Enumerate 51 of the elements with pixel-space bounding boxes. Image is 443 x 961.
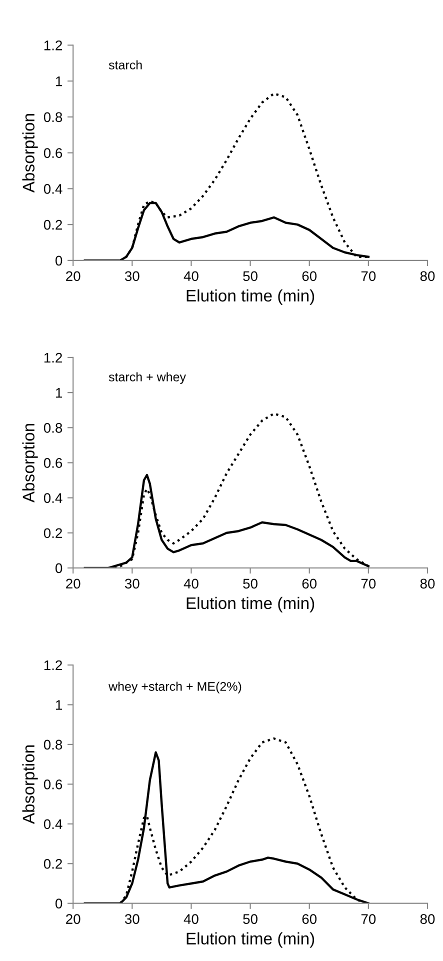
x-tick-label: 80: [420, 578, 435, 589]
x-tick-label: 60: [302, 271, 317, 282]
x-tick-label: 50: [243, 578, 258, 589]
annotation: starch: [108, 60, 142, 70]
y-tick-label: 0.8: [44, 112, 62, 122]
y-tick-label: 0: [55, 563, 62, 574]
annotation: whey +starch + ME(2%): [108, 682, 242, 694]
y-tick-label: 1: [56, 700, 62, 710]
x-tick-label: 70: [361, 578, 376, 589]
x-tick-label: 60: [302, 914, 317, 924]
annotation: starch + whey: [108, 372, 186, 384]
y-tick-label: 0.6: [44, 780, 62, 790]
y-tick-label: 0: [55, 256, 62, 266]
x-tick-label: 60: [302, 578, 317, 589]
y-tick-label: 0.6: [44, 458, 62, 468]
y-tick-label: 0.8: [44, 422, 62, 433]
y-axis-title: Absorption: [22, 424, 38, 503]
y-tick-label: 0.4: [44, 819, 62, 830]
y-tick-label: 0.2: [44, 858, 62, 869]
x-tick-label: 30: [124, 271, 140, 282]
x-tick-label: 30: [124, 914, 140, 924]
x-tick-label: 20: [66, 914, 80, 924]
x-tick-label: 40: [184, 271, 198, 282]
x-tick-label: 80: [420, 914, 435, 924]
x-tick-label: 50: [243, 914, 258, 924]
x-tick-label: 70: [361, 271, 376, 282]
y-axis-title: Absorption: [22, 114, 38, 193]
y-tick-label: 0.4: [44, 493, 62, 503]
y-tick-label: 1: [56, 388, 62, 398]
y-tick-label: 0.4: [44, 184, 62, 194]
y-tick-label: 0.2: [44, 528, 62, 538]
y-axis-title: Absorption: [22, 745, 38, 824]
x-tick-label: 20: [66, 578, 80, 589]
x-axis-title: Elution time (min): [186, 596, 314, 612]
y-tick-label: 0: [55, 898, 62, 909]
y-tick-label: 1.2: [44, 40, 62, 50]
y-tick-label: 0.2: [44, 220, 62, 230]
y-tick-label: 1.2: [44, 352, 62, 363]
x-tick-label: 50: [243, 271, 258, 282]
y-tick-label: 1.2: [44, 660, 62, 670]
x-tick-label: 40: [184, 914, 198, 924]
x-axis-title: Elution time (min): [186, 289, 314, 305]
x-tick-label: 40: [184, 578, 198, 589]
x-tick-label: 20: [66, 271, 80, 282]
x-tick-label: 70: [361, 914, 376, 924]
y-tick-label: 0.8: [44, 740, 62, 750]
x-axis-title: Elution time (min): [186, 932, 314, 948]
y-tick-label: 0.6: [44, 148, 62, 158]
y-tick-label: 1: [56, 76, 62, 86]
x-tick-label: 30: [124, 578, 140, 589]
x-tick-label: 80: [420, 271, 435, 282]
